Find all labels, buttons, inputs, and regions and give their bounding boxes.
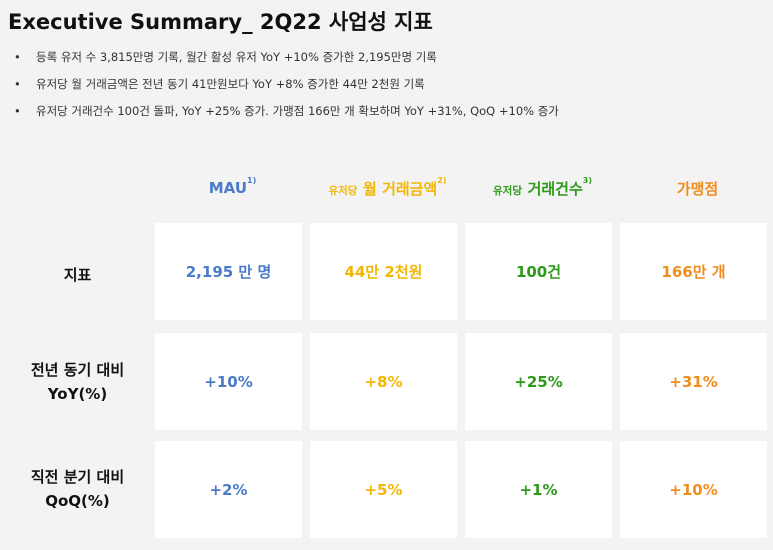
cell-transactions-yoy: +25%: [465, 333, 612, 430]
bullet-item: • 유저당 월 거래금액은 전년 동기 41만원보다 YoY +8% 증가한 44…: [14, 75, 559, 102]
bullet-item: • 등록 유저 수 3,815만명 기록, 월간 활성 유저 YoY +10% 증…: [14, 48, 559, 75]
column-header-transactions: 유저당 거래건수3): [465, 176, 620, 199]
row-label-qoq: 직전 분기 대비 QoQ(%): [0, 465, 155, 513]
cell-merchants-qoq: +10%: [620, 441, 767, 538]
column-header-mau: MAU1): [155, 176, 310, 197]
bullet-item: • 유저당 거래건수 100건 돌파, YoY +25% 증가. 가맹점 166만…: [14, 102, 559, 129]
page-title: Executive Summary_ 2Q22 사업성 지표: [8, 10, 433, 34]
column-header-label: 월 거래금액: [363, 180, 438, 198]
column-header-monthly-amount: 유저당 월 거래금액2): [310, 176, 465, 199]
column-header-footnote: 1): [247, 176, 257, 185]
cell-monthly-amount-yoy: +8%: [310, 333, 457, 430]
cell-monthly-amount-value: 44만 2천원: [310, 223, 457, 320]
bullet-dot-icon: •: [14, 77, 21, 91]
row-label-yoy: 전년 동기 대비 YoY(%): [0, 358, 155, 406]
cell-transactions-value: 100건: [465, 223, 612, 320]
column-header-label: 거래건수: [527, 180, 583, 198]
column-header-footnote: 2): [437, 176, 447, 185]
cell-merchants-value: 166만 개: [620, 223, 767, 320]
column-header-label: MAU: [208, 179, 248, 197]
column-header-prefix: 유저당: [328, 185, 358, 197]
cell-monthly-amount-qoq: +5%: [310, 441, 457, 538]
bullet-text: 등록 유저 수 3,815만명 기록, 월간 활성 유저 YoY +10% 증가…: [36, 50, 437, 64]
row-label-line2: YoY(%): [47, 385, 108, 403]
summary-bullet-list: • 등록 유저 수 3,815만명 기록, 월간 활성 유저 YoY +10% 증…: [14, 48, 559, 129]
column-header-footnote: 3): [582, 176, 592, 185]
row-label-line2: QoQ(%): [45, 492, 110, 510]
cell-mau-qoq: +2%: [155, 441, 302, 538]
column-header-prefix: 유저당: [493, 185, 522, 197]
bullet-dot-icon: •: [14, 104, 21, 118]
bullet-text: 유저당 거래건수 100건 돌파, YoY +25% 증가. 가맹점 166만 …: [36, 104, 559, 118]
row-label-line1: 전년 동기 대비: [30, 361, 125, 379]
column-header-merchants: 가맹점: [620, 178, 773, 199]
cell-merchants-yoy: +31%: [620, 333, 767, 430]
cell-mau-yoy: +10%: [155, 333, 302, 430]
cell-mau-value: 2,195 만 명: [155, 223, 302, 320]
column-header-label: 가맹점: [676, 180, 719, 198]
cell-transactions-qoq: +1%: [465, 441, 612, 538]
bullet-text: 유저당 월 거래금액은 전년 동기 41만원보다 YoY +8% 증가한 44만…: [36, 77, 425, 91]
row-label-line1: 지표: [63, 266, 92, 284]
bullet-dot-icon: •: [14, 50, 21, 64]
row-label-metric: 지표: [0, 263, 155, 287]
row-label-line1: 직전 분기 대비: [30, 468, 125, 486]
